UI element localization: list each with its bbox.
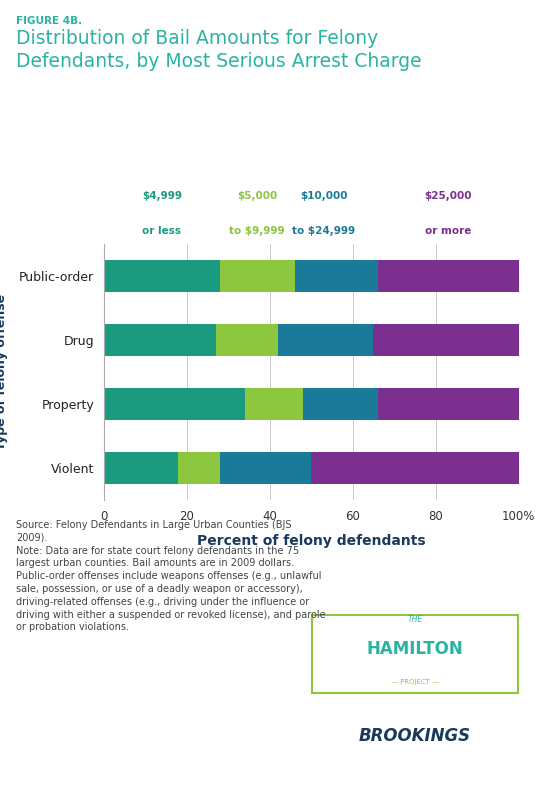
Bar — [378, 388, 519, 420]
Bar — [104, 325, 216, 356]
Text: or less: or less — [143, 226, 181, 236]
Y-axis label: Type of felony offense: Type of felony offense — [0, 294, 8, 451]
X-axis label: Percent of felony defendants: Percent of felony defendants — [197, 534, 425, 548]
Bar — [373, 325, 519, 356]
Bar — [278, 325, 373, 356]
Text: $4,999: $4,999 — [142, 191, 182, 201]
Text: to $9,999: to $9,999 — [229, 226, 285, 236]
Text: $25,000: $25,000 — [424, 191, 472, 201]
Bar — [311, 452, 519, 485]
Text: THE: THE — [407, 615, 423, 624]
Text: Source: Felony Defendants in Large Urban Counties (BJS
2009).
Note: Data are for: Source: Felony Defendants in Large Urban… — [16, 520, 326, 633]
Text: HAMILTON: HAMILTON — [366, 641, 464, 658]
Bar — [245, 388, 303, 420]
Text: or more: or more — [425, 226, 471, 236]
Bar — [220, 452, 311, 485]
Text: $10,000: $10,000 — [300, 191, 347, 201]
Bar — [104, 260, 220, 292]
Text: to $24,999: to $24,999 — [292, 226, 355, 236]
Text: BROOKINGS: BROOKINGS — [359, 727, 471, 745]
Bar — [104, 452, 179, 485]
Text: Distribution of Bail Amounts for Felony
Defendants, by Most Serious Arrest Charg: Distribution of Bail Amounts for Felony … — [16, 29, 422, 71]
Bar — [179, 452, 220, 485]
Bar — [303, 388, 378, 420]
FancyBboxPatch shape — [312, 615, 518, 693]
Bar — [220, 260, 295, 292]
Text: — PROJECT —: — PROJECT — — [391, 679, 439, 686]
Bar — [295, 260, 378, 292]
Bar — [216, 325, 278, 356]
Text: $5,000: $5,000 — [237, 191, 277, 201]
Bar — [104, 388, 245, 420]
Text: FIGURE 4B.: FIGURE 4B. — [16, 16, 82, 26]
Bar — [378, 260, 519, 292]
